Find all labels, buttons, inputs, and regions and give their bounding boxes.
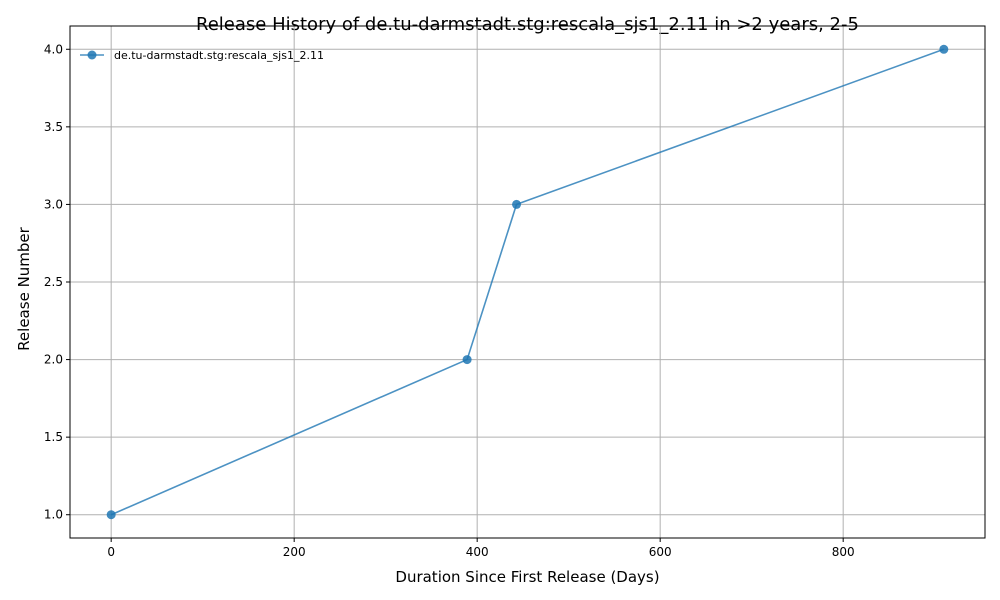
series-layer bbox=[106, 44, 949, 520]
x-tick-label: 600 bbox=[649, 545, 672, 559]
y-tick-label: 4.0 bbox=[44, 42, 63, 56]
data-point bbox=[939, 44, 949, 54]
x-tick-label: 0 bbox=[107, 545, 115, 559]
y-tick-label: 1.0 bbox=[44, 508, 63, 522]
x-tick-label: 800 bbox=[832, 545, 855, 559]
data-point bbox=[462, 355, 472, 365]
legend-marker bbox=[87, 50, 97, 60]
data-point bbox=[106, 510, 116, 520]
x-tick-label: 400 bbox=[466, 545, 489, 559]
data-point bbox=[512, 199, 522, 209]
grid bbox=[70, 26, 985, 538]
x-axis-label: Duration Since First Release (Days) bbox=[395, 568, 659, 586]
x-tick-label: 200 bbox=[283, 545, 306, 559]
y-axis-label: Release Number bbox=[15, 226, 33, 350]
y-tick-label: 3.0 bbox=[44, 197, 63, 211]
legend: de.tu-darmstadt.stg:rescala_sjs1_2.11 bbox=[80, 49, 324, 62]
y-tick-label: 3.5 bbox=[44, 120, 63, 134]
y-tick-label: 2.0 bbox=[44, 353, 63, 367]
y-axis: 1.0 1.5 2.0 2.5 3.0 3.5 4.0 bbox=[44, 42, 70, 522]
y-tick-label: 2.5 bbox=[44, 275, 63, 289]
series-line bbox=[110, 48, 945, 516]
x-axis: 0 200 400 600 800 bbox=[107, 538, 855, 559]
y-tick-label: 1.5 bbox=[44, 430, 63, 444]
legend-label: de.tu-darmstadt.stg:rescala_sjs1_2.11 bbox=[114, 49, 324, 62]
chart-title: Release History of de.tu-darmstadt.stg:r… bbox=[196, 14, 859, 35]
